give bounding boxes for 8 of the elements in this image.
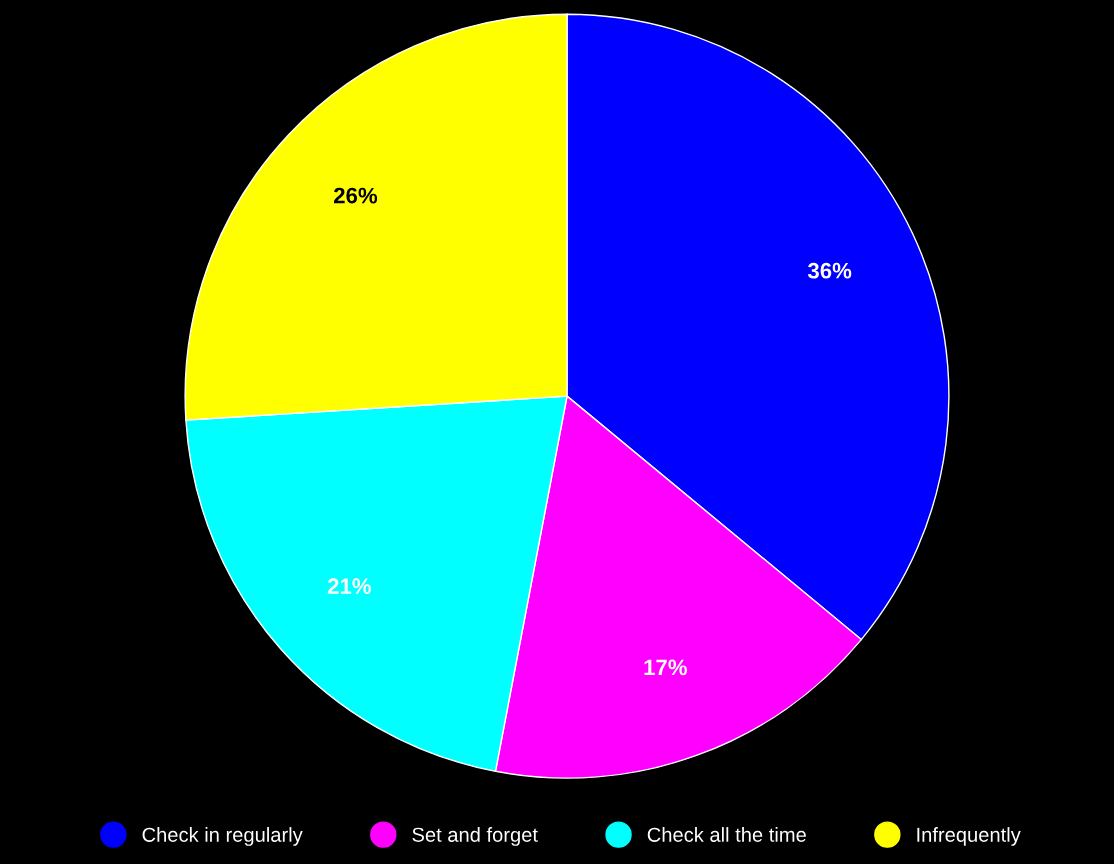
data-label: 26% xyxy=(333,187,378,204)
data-label: 36% xyxy=(807,262,852,279)
legend-label: Set and forget xyxy=(412,827,538,846)
legend-label: Infrequently xyxy=(917,827,1021,846)
legend-label: Check all the time xyxy=(647,827,806,842)
legend-label: Check in regularly xyxy=(142,827,303,846)
data-label: 17% xyxy=(644,659,687,676)
data-label: 21% xyxy=(327,578,371,594)
